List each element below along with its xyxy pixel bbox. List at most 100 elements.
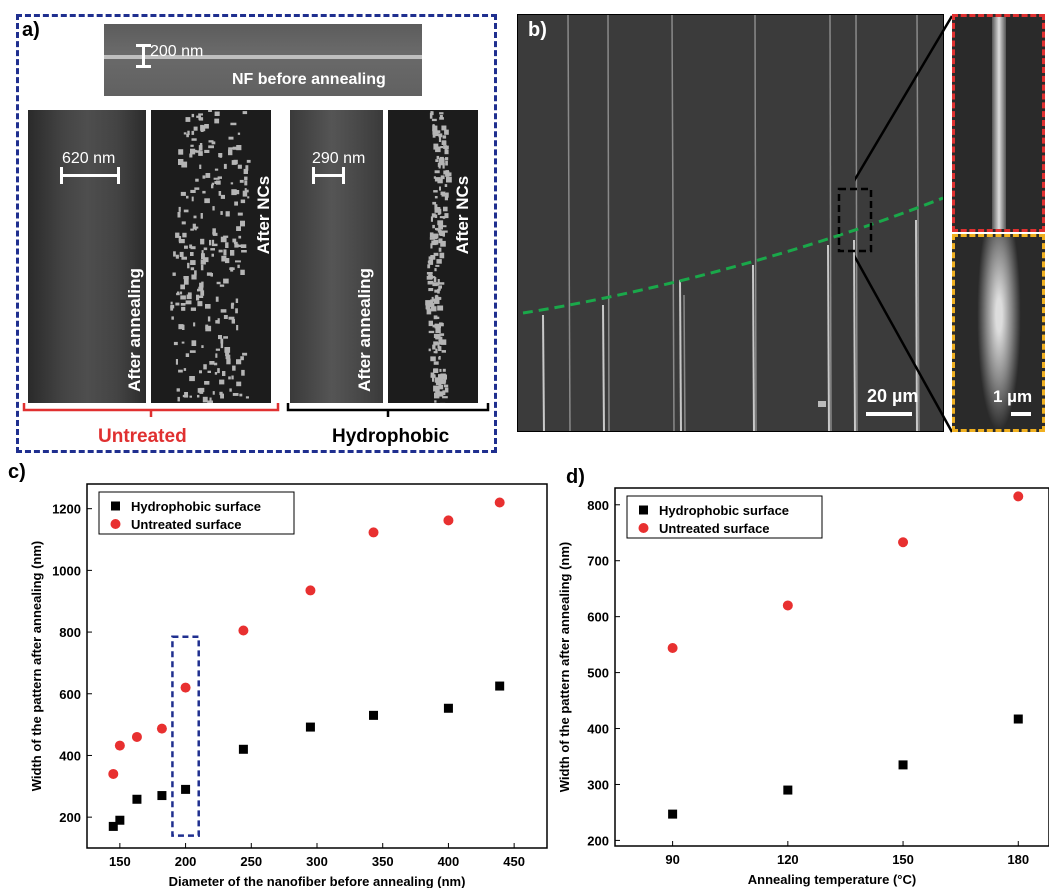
nanocrystal: [213, 177, 220, 180]
panel-a-label: a): [22, 19, 40, 41]
nanocrystal: [217, 368, 220, 374]
nanocrystal: [238, 244, 243, 247]
nanocrystal: [214, 118, 220, 124]
nanocrystal: [218, 191, 222, 196]
x-tick-label: 150: [109, 854, 131, 869]
nanocrystal: [215, 296, 219, 302]
hydrophobic-after-annealing-image: 290 nm After annealing: [290, 110, 383, 403]
nanocrystal: [428, 256, 434, 260]
plot-frame: [86, 483, 548, 849]
nanocrystal: [246, 159, 251, 163]
nanocrystal: [220, 343, 224, 349]
nanocrystal: [216, 281, 221, 285]
nanocrystal: [432, 224, 435, 229]
inset-bottom-image: 1 µm: [952, 234, 1045, 432]
data-point-hydrophobic: [238, 744, 248, 754]
nanocrystal: [432, 344, 436, 350]
nanocrystal: [433, 385, 439, 392]
nanocrystal: [183, 368, 187, 371]
nanocrystal: [438, 136, 442, 142]
nanocrystal: [202, 396, 208, 403]
nanocrystal: [245, 396, 249, 399]
nanocrystal: [180, 303, 186, 306]
nanocrystal: [183, 279, 189, 285]
nanocrystal: [442, 390, 446, 396]
nanocrystal: [233, 241, 238, 245]
nanocrystal: [209, 361, 215, 365]
nanocrystal: [211, 243, 218, 247]
data-point-untreated: [180, 682, 191, 693]
nanocrystal: [212, 228, 216, 234]
nanocrystal: [236, 325, 239, 331]
data-point-untreated: [368, 527, 379, 538]
nanocrystal: [178, 206, 181, 212]
nanocrystal: [223, 249, 227, 256]
nanocrystal: [209, 239, 212, 246]
nanocrystal: [436, 283, 440, 286]
nanocrystal: [173, 341, 178, 346]
nanocrystal: [439, 156, 444, 160]
nanocrystal: [186, 294, 192, 300]
y-tick-label: 500: [587, 666, 609, 681]
nanocrystal: [232, 365, 236, 371]
nanocrystal: [200, 259, 206, 265]
nanocrystal: [435, 214, 438, 218]
data-point-untreated: [667, 642, 678, 653]
nanocrystal: [433, 176, 436, 179]
nanocrystal: [441, 350, 446, 353]
y-axis-label: Width of the pattern after annealing (nm…: [557, 542, 572, 793]
nanocrystal: [441, 125, 447, 131]
x-tick-label: 350: [372, 854, 394, 869]
nanocrystal: [433, 190, 438, 193]
nanocrystal: [240, 199, 246, 204]
nanocrystal: [437, 305, 444, 311]
nf-before-annealing-image: 200 nm NF before annealing: [104, 24, 422, 96]
nanocrystal: [189, 376, 195, 382]
nanocrystal: [220, 194, 225, 199]
chart-c: 150 200 250 300 350 400 450 200 400 600 800 1000 120…: [29, 483, 548, 888]
nanocrystal: [431, 111, 434, 116]
nanocrystal: [434, 392, 440, 399]
y-tick-label: 1200: [52, 502, 81, 517]
nanocrystal: [435, 323, 441, 328]
y-tick-label: 400: [587, 722, 609, 737]
hydrophobic-bracket: [286, 403, 490, 417]
nanocrystal: [433, 125, 438, 131]
nanocrystal: [200, 213, 203, 219]
nanocrystal: [201, 345, 204, 348]
nanocrystal: [181, 306, 186, 311]
green-dashed-curve: [522, 196, 943, 315]
nanocrystal: [440, 240, 446, 247]
nanocrystal: [190, 260, 196, 265]
nanocrystal: [439, 333, 445, 336]
nanocrystal: [180, 284, 185, 290]
nanocrystal: [442, 216, 446, 219]
nanocrystal: [211, 184, 214, 189]
nanocrystal: [431, 374, 436, 377]
legend-marker: [639, 505, 648, 515]
y-tick-label: 800: [59, 625, 81, 640]
nanocrystal: [431, 118, 437, 122]
nanocrystal: [229, 388, 232, 392]
nanocrystal: [443, 376, 447, 383]
plot-frame: [614, 487, 1049, 847]
nanocrystal: [236, 359, 242, 365]
untreated-after-annealing-image: 620 nm After annealing: [28, 110, 146, 403]
untreated-bracket: [22, 403, 280, 417]
nanocrystal: [205, 173, 211, 178]
nanocrystal: [241, 369, 245, 376]
nanocrystal: [445, 157, 449, 161]
nanocrystal: [428, 348, 431, 352]
y-tick-label: 800: [587, 498, 609, 513]
nanocrystal: [211, 141, 216, 145]
nanocrystal: [177, 291, 180, 295]
nanocrystal: [427, 260, 432, 264]
nanocrystal: [200, 124, 204, 131]
scale-bar: [1011, 412, 1031, 416]
nanocrystal: [177, 212, 181, 218]
x-axis-label: Annealing temperature (°C): [748, 872, 916, 887]
nanocrystal: [209, 397, 212, 403]
nanocrystal: [186, 133, 189, 138]
nanocrystal: [432, 282, 438, 287]
nanocrystal: [236, 145, 242, 151]
